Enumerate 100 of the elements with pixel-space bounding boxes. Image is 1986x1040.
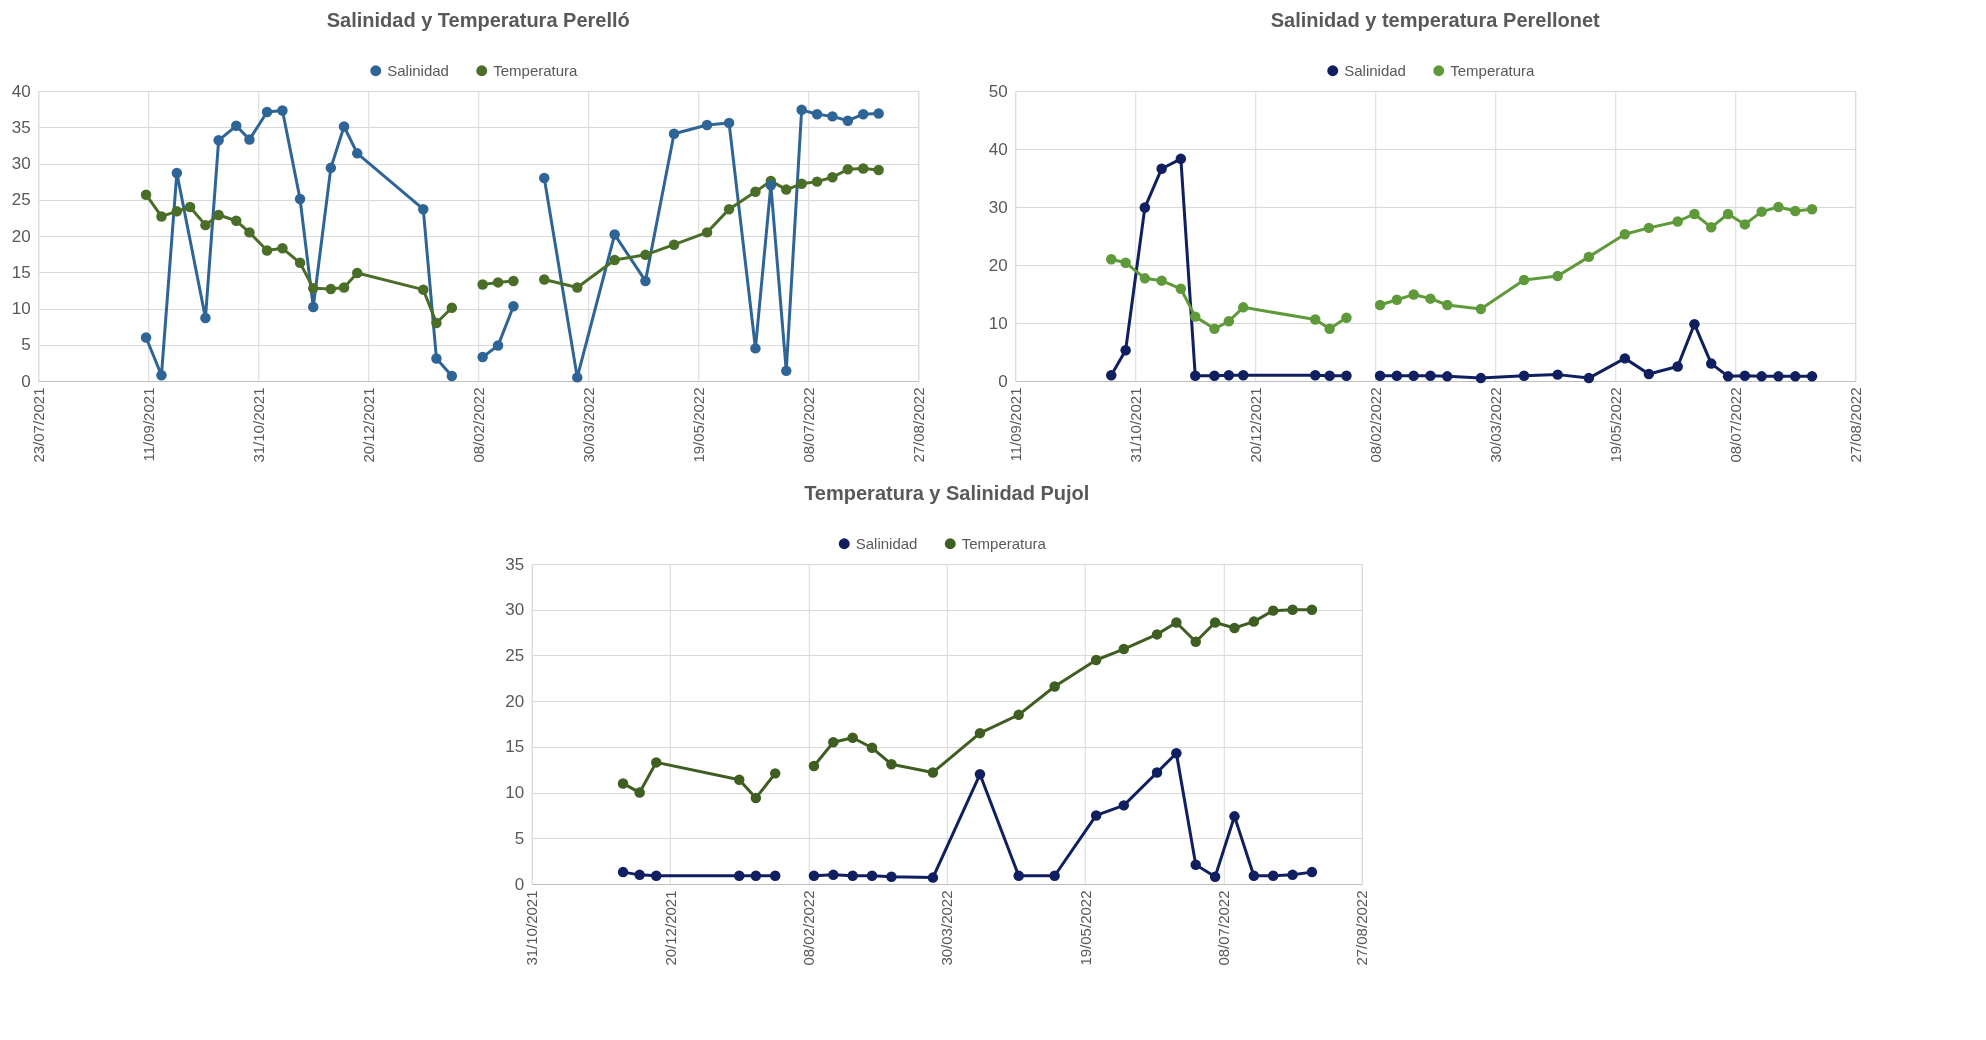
point <box>1209 617 1221 628</box>
point <box>811 176 823 187</box>
point <box>873 108 884 119</box>
point <box>1090 810 1102 821</box>
point <box>156 211 167 222</box>
point <box>1643 222 1655 234</box>
point <box>1139 202 1151 213</box>
point <box>750 186 761 198</box>
y-tick-label: 50 <box>988 81 1008 101</box>
point <box>1806 371 1818 382</box>
point <box>1175 283 1187 295</box>
chart-title: Salinidad y Temperatura Perelló <box>326 9 630 31</box>
point <box>609 229 620 240</box>
chart-title: Salinidad y temperatura Perellonet <box>1270 9 1601 31</box>
point <box>244 227 255 238</box>
point <box>294 257 306 269</box>
y-tick-label: 0 <box>21 371 31 391</box>
point <box>1171 617 1182 628</box>
point <box>640 249 651 261</box>
point <box>1475 303 1487 315</box>
point <box>765 180 777 191</box>
point <box>866 742 878 754</box>
point <box>1790 371 1801 382</box>
point <box>828 869 839 881</box>
point <box>640 275 651 287</box>
point <box>808 870 820 882</box>
point <box>325 283 337 295</box>
point <box>1619 353 1631 364</box>
point <box>847 870 858 882</box>
point <box>1139 273 1151 284</box>
point <box>1090 654 1102 666</box>
point <box>808 760 820 772</box>
x-tick-label: 30/03/2022 <box>579 387 597 463</box>
point <box>1106 253 1117 265</box>
y-tick-label: 0 <box>998 371 1008 391</box>
point <box>418 203 429 215</box>
point <box>352 148 363 159</box>
point <box>617 778 629 789</box>
point <box>1583 372 1595 384</box>
x-tick-label: 23/07/2021 <box>29 387 47 463</box>
point <box>750 870 762 882</box>
point <box>1229 622 1240 634</box>
point <box>477 279 488 290</box>
point <box>539 274 550 285</box>
legend-label: Temperatura <box>493 61 579 79</box>
point <box>1806 204 1818 215</box>
point <box>1672 216 1683 227</box>
point <box>1475 372 1487 384</box>
point <box>1223 316 1235 327</box>
x-tick-label: 08/02/2022 <box>469 387 487 463</box>
point <box>927 767 939 778</box>
point <box>261 245 273 256</box>
y-tick-label: 35 <box>505 554 525 574</box>
point <box>308 282 319 294</box>
point <box>842 164 854 175</box>
point <box>492 340 504 351</box>
point <box>1341 312 1352 324</box>
point <box>1190 370 1201 382</box>
y-tick-label: 35 <box>11 117 31 137</box>
point <box>1518 274 1530 286</box>
point <box>338 282 350 293</box>
point <box>1722 371 1734 382</box>
point <box>1171 748 1182 759</box>
point <box>1106 369 1117 381</box>
y-tick-label: 30 <box>11 154 31 173</box>
point <box>886 871 897 882</box>
point <box>927 872 939 883</box>
point <box>1118 643 1130 655</box>
x-tick-label: 27/08/2022 <box>1353 890 1371 966</box>
point <box>769 768 781 779</box>
point <box>1238 302 1249 313</box>
x-tick-label: 08/02/2022 <box>799 890 817 966</box>
point <box>1773 201 1784 213</box>
point <box>769 870 781 882</box>
legend-label: Temperatura <box>961 534 1047 552</box>
point <box>1619 229 1631 240</box>
point <box>1374 370 1386 382</box>
point <box>338 121 350 132</box>
x-tick-label: 19/05/2022 <box>1606 387 1624 463</box>
point <box>1209 323 1220 335</box>
point <box>1306 866 1318 878</box>
point <box>1013 709 1024 721</box>
chart-title: Temperatura y Salinidad Pujol <box>804 482 1090 504</box>
point <box>1689 208 1700 220</box>
y-tick-label: 5 <box>514 828 525 848</box>
point <box>1756 371 1767 382</box>
point <box>1209 871 1221 882</box>
point <box>828 737 839 748</box>
x-tick-label: 08/02/2022 <box>1366 387 1384 463</box>
point <box>1151 767 1163 778</box>
point <box>723 117 735 129</box>
point <box>796 104 807 116</box>
point <box>1391 294 1403 306</box>
point <box>634 787 645 798</box>
point <box>1151 629 1163 640</box>
x-tick-label: 19/05/2022 <box>689 387 707 463</box>
point <box>1310 314 1321 325</box>
point <box>668 128 680 140</box>
point <box>492 277 504 288</box>
point <box>156 369 167 381</box>
